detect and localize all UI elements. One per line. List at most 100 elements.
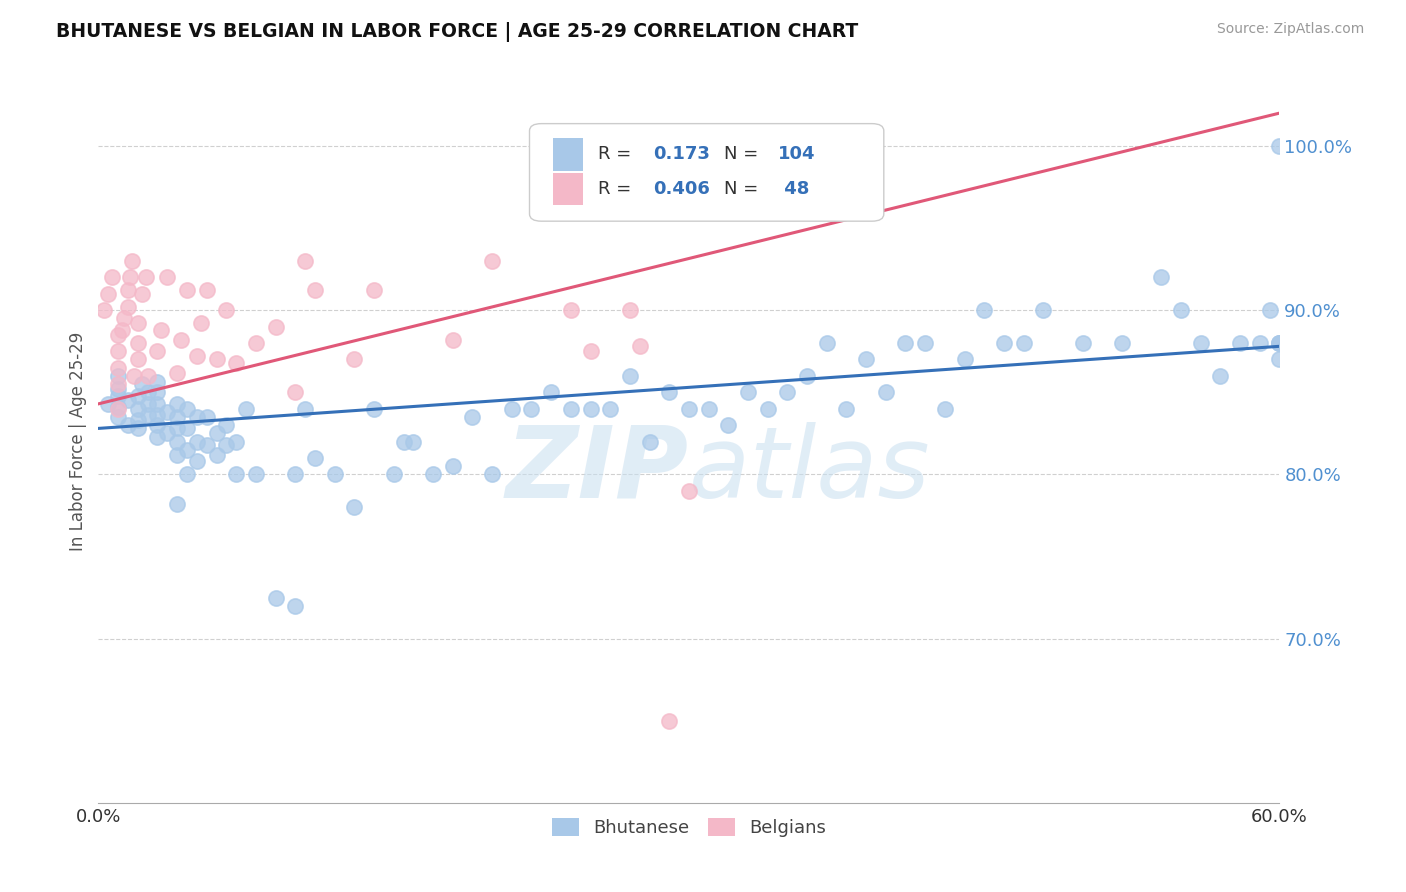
Point	[136, 385, 159, 400]
Point	[127, 388, 149, 402]
Point	[245, 336, 267, 351]
Point	[560, 303, 582, 318]
Point	[107, 400, 129, 414]
Point	[501, 401, 523, 416]
Point	[97, 397, 120, 411]
Text: R =: R =	[598, 145, 637, 163]
Point	[1209, 368, 1232, 383]
Point	[195, 438, 218, 452]
Point	[658, 714, 681, 728]
Point	[1268, 336, 1291, 351]
Point	[658, 385, 681, 400]
Point	[284, 385, 307, 400]
Point	[146, 376, 169, 390]
Point	[628, 339, 651, 353]
Point	[146, 385, 169, 400]
Point	[441, 459, 464, 474]
Point	[717, 418, 740, 433]
Point	[186, 454, 208, 468]
Point	[146, 397, 169, 411]
Point	[225, 467, 247, 482]
Point	[638, 434, 661, 449]
Point	[166, 448, 188, 462]
Point	[304, 450, 326, 465]
Point	[117, 284, 139, 298]
Point	[195, 409, 218, 424]
Point	[835, 401, 858, 416]
Point	[579, 401, 602, 416]
Text: BHUTANESE VS BELGIAN IN LABOR FORCE | AGE 25-29 CORRELATION CHART: BHUTANESE VS BELGIAN IN LABOR FORCE | AG…	[56, 22, 859, 42]
Point	[225, 434, 247, 449]
Point	[678, 401, 700, 416]
Point	[1189, 336, 1212, 351]
Point	[136, 397, 159, 411]
Point	[1071, 336, 1094, 351]
Point	[264, 319, 287, 334]
Point	[176, 284, 198, 298]
Point	[579, 344, 602, 359]
Text: 0.173: 0.173	[654, 145, 710, 163]
Point	[166, 434, 188, 449]
Point	[127, 352, 149, 367]
Point	[127, 413, 149, 427]
Text: N =: N =	[724, 179, 765, 198]
Point	[215, 303, 238, 318]
Point	[914, 336, 936, 351]
FancyBboxPatch shape	[530, 124, 884, 221]
Point	[118, 270, 141, 285]
Point	[737, 385, 759, 400]
Point	[127, 401, 149, 416]
Point	[1229, 336, 1251, 351]
Point	[111, 323, 134, 337]
Point	[1268, 352, 1291, 367]
Point	[135, 270, 157, 285]
Point	[117, 393, 139, 408]
Point	[1170, 303, 1192, 318]
Point	[540, 385, 562, 400]
Point	[205, 448, 228, 462]
Point	[756, 401, 779, 416]
Point	[973, 303, 995, 318]
Text: R =: R =	[598, 179, 637, 198]
Point	[599, 401, 621, 416]
Point	[1249, 336, 1271, 351]
Point	[107, 409, 129, 424]
Point	[619, 368, 641, 383]
Point	[815, 336, 838, 351]
Point	[131, 286, 153, 301]
Point	[107, 344, 129, 359]
Point	[131, 377, 153, 392]
Point	[121, 253, 143, 268]
Text: 0.406: 0.406	[654, 179, 710, 198]
Point	[776, 385, 799, 400]
Text: ZIP: ZIP	[506, 422, 689, 519]
Point	[363, 401, 385, 416]
Point	[166, 366, 188, 380]
Point	[382, 467, 405, 482]
Point	[619, 303, 641, 318]
Point	[166, 497, 188, 511]
Point	[176, 401, 198, 416]
Point	[461, 409, 484, 424]
Point	[127, 421, 149, 435]
Text: N =: N =	[724, 145, 765, 163]
Point	[195, 284, 218, 298]
Point	[176, 421, 198, 435]
Text: Source: ZipAtlas.com: Source: ZipAtlas.com	[1216, 22, 1364, 37]
Point	[127, 336, 149, 351]
Point	[136, 368, 159, 383]
Point	[156, 405, 179, 419]
Point	[166, 421, 188, 435]
Point	[402, 434, 425, 449]
Point	[1032, 303, 1054, 318]
Point	[1012, 336, 1035, 351]
Point	[215, 418, 238, 433]
Point	[363, 284, 385, 298]
Point	[107, 377, 129, 392]
FancyBboxPatch shape	[553, 138, 582, 170]
Point	[1268, 139, 1291, 153]
Point	[304, 284, 326, 298]
Point	[107, 327, 129, 342]
Point	[186, 434, 208, 449]
Point	[953, 352, 976, 367]
